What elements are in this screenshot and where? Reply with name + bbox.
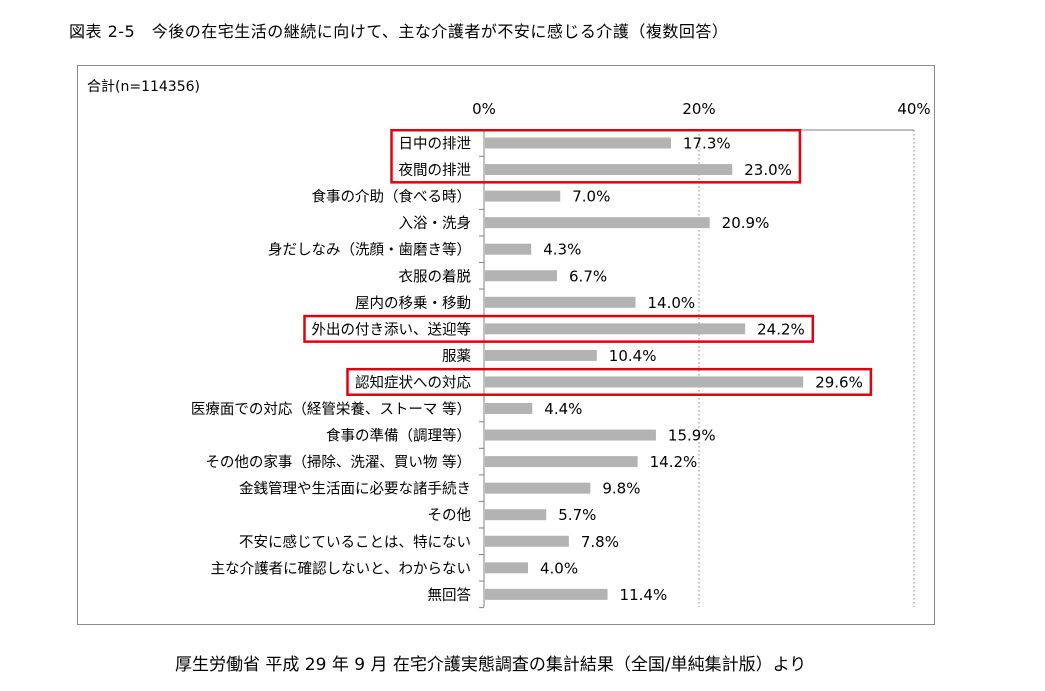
value-label: 6.7%	[569, 267, 607, 285]
category-label: 認知症状への対応	[355, 374, 471, 391]
value-label: 14.0%	[648, 294, 696, 312]
highlight-boxes	[303, 128, 873, 396]
bar	[485, 296, 636, 308]
value-label: 4.4%	[544, 400, 582, 418]
bar	[485, 482, 591, 494]
bar	[485, 456, 638, 468]
category-label: 無回答	[428, 587, 472, 604]
bar	[485, 403, 533, 414]
category-label: 日中の排泄	[399, 136, 472, 153]
bar	[485, 535, 569, 547]
highlight-box	[346, 367, 873, 396]
category-label: 入浴・洗身	[399, 215, 472, 232]
chart-title: 合計(n=114356)	[87, 79, 200, 95]
bar	[485, 270, 558, 282]
bar	[485, 243, 532, 255]
value-label: 11.4%	[620, 586, 668, 604]
highlight-box	[303, 314, 815, 343]
category-label: 屋内の移乗・移動	[355, 295, 471, 312]
figure-title: 図表 2-5 今後の在宅生活の継続に向けて、主な介護者が不安に感じる介護（複数回…	[69, 22, 729, 41]
bar	[485, 376, 804, 388]
value-label: 23.0%	[744, 161, 792, 179]
gridlines	[698, 130, 915, 607]
category-label: 食事の介助（食べる時）	[312, 189, 472, 206]
bar	[485, 190, 561, 202]
category-label: その他の家事（掃除、洗濯、買い物 等）	[205, 453, 471, 471]
value-label: 4.3%	[543, 241, 581, 259]
value-label: 5.7%	[558, 506, 596, 524]
bar	[485, 137, 671, 149]
x-tick-label: 0%	[472, 100, 496, 118]
bars	[485, 137, 804, 600]
highlight-box	[390, 128, 802, 184]
value-label: 24.2%	[757, 320, 805, 338]
bar	[485, 323, 746, 335]
value-label: 4.0%	[540, 559, 578, 577]
value-label: 20.9%	[722, 214, 770, 232]
bar	[485, 164, 733, 176]
category-label: 夜間の排泄	[399, 162, 472, 179]
category-label: 食事の準備（調理等）	[326, 427, 471, 445]
source-note: 厚生労働省 平成 29 年 9 月 在宅介護実態調査の集計結果（全国/単純集計版…	[175, 655, 807, 675]
labels: 0% 20% 40% 17.3% 日中の排泄 23.0% 夜間の排泄 7.0% 食事の介助（食べ…	[191, 100, 931, 604]
category-label: その他	[428, 507, 472, 524]
value-label: 15.9%	[668, 427, 716, 445]
bar	[485, 217, 710, 229]
bar	[485, 562, 528, 574]
category-label: 不安に感じていることは、特にない	[239, 534, 471, 551]
value-label: 17.3%	[683, 135, 731, 153]
value-label: 9.8%	[602, 480, 640, 498]
value-label: 10.4%	[609, 347, 657, 365]
chart-frame	[77, 65, 935, 625]
x-tick-label: 20%	[682, 100, 715, 118]
category-label: 医療面での対応（経管栄養、ストーマ 等）	[191, 400, 471, 418]
value-label: 7.0%	[572, 188, 610, 206]
bar	[485, 429, 656, 441]
bar	[485, 349, 597, 361]
category-label: 衣服の着脱	[399, 268, 472, 285]
bar	[485, 509, 547, 521]
value-label: 14.2%	[650, 453, 698, 471]
value-label: 29.6%	[815, 373, 863, 391]
bar	[485, 588, 608, 600]
value-label: 7.8%	[581, 533, 619, 551]
x-tick-label: 40%	[897, 100, 930, 118]
category-label: 金銭管理や生活面に必要な諸手続き	[239, 481, 471, 498]
category-label: 主な介護者に確認しないと、わからない	[211, 560, 471, 577]
category-label: 外出の付き添い、送迎等	[312, 320, 472, 338]
category-label: 服薬	[442, 348, 471, 365]
category-label: 身だしなみ（洗顔・歯磨き等）	[268, 241, 471, 259]
